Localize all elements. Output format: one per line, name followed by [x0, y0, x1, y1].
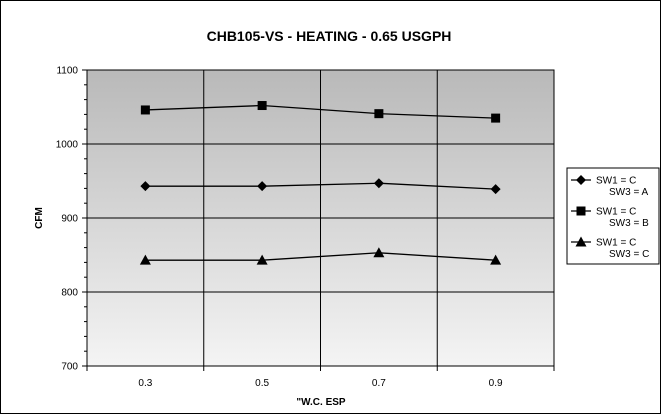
x-tick-label: 0.3 — [138, 378, 152, 389]
series-square — [140, 101, 501, 123]
data-point-square — [491, 113, 501, 123]
data-point-square — [140, 105, 150, 115]
chart-title: CHB105-VS - HEATING - 0.65 USGPH — [207, 28, 452, 44]
axes: 700 800 900 1000 1100 0.3 0.5 0.7 0.9 — [56, 66, 555, 389]
legend-label-line1: SW1 = C — [596, 176, 636, 187]
data-point-diamond — [490, 184, 501, 195]
grid-lines — [87, 70, 554, 366]
data-point-triangle — [490, 254, 502, 265]
data-point-square — [257, 101, 267, 111]
legend-label-line1: SW1 = C — [596, 238, 636, 249]
data-point-triangle — [373, 247, 385, 258]
y-tick-label: 800 — [61, 288, 78, 299]
data-point-diamond — [140, 181, 151, 192]
data-point-triangle — [256, 254, 268, 265]
series-line — [145, 104, 496, 119]
legend-label-line2: SW3 = C — [609, 249, 649, 260]
y-tick-label: 1000 — [56, 140, 79, 151]
data-point-diamond — [257, 181, 268, 192]
y-tick-label: 900 — [61, 214, 78, 225]
x-tick-label: 0.9 — [489, 378, 503, 389]
series-line — [145, 252, 496, 261]
series-triangle — [139, 247, 502, 265]
data-point-triangle — [139, 254, 151, 265]
data-point-diamond — [373, 178, 384, 189]
x-axis-label: "W.C. ESP — [296, 397, 346, 408]
data-point-square — [374, 109, 384, 119]
legend-label-line2: SW3 = B — [609, 218, 649, 229]
x-tick-label: 0.7 — [372, 378, 386, 389]
legend-label-line2: SW3 = A — [609, 187, 649, 198]
series-line — [145, 182, 496, 190]
y-axis-label: CFM — [34, 207, 45, 229]
x-tick-label: 0.5 — [255, 378, 269, 389]
series-layer — [139, 101, 502, 265]
legend-box — [566, 167, 660, 265]
y-tick-label: 1100 — [56, 66, 78, 77]
legend-marker-triangle — [575, 236, 587, 247]
y-tick-label: 700 — [61, 362, 78, 373]
legend-marker-square — [576, 206, 586, 216]
series-diamond — [140, 178, 501, 195]
legend-label-line1: SW1 = C — [596, 207, 636, 218]
legend-marker-diamond — [576, 175, 586, 185]
